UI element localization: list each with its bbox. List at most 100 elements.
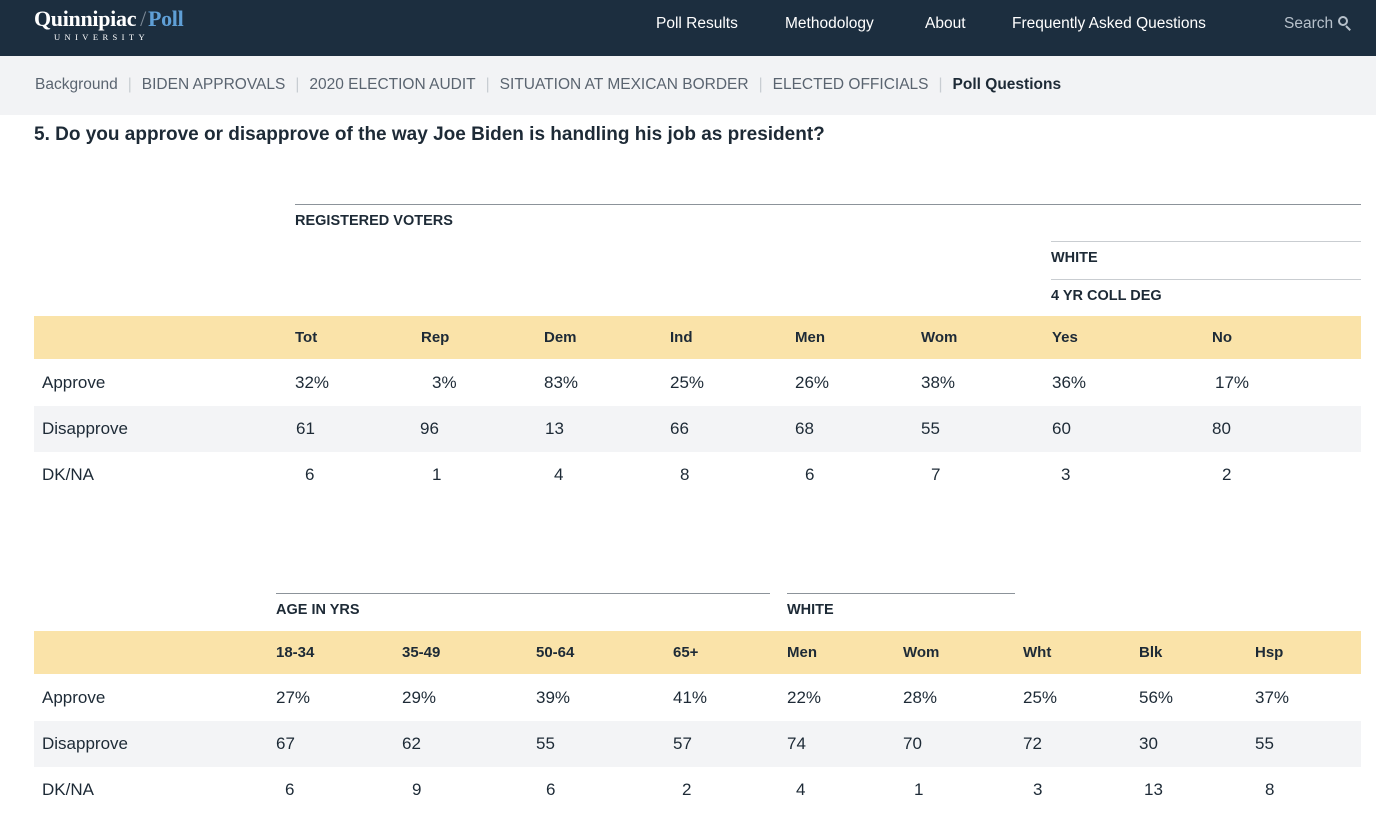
search-button[interactable]: Search — [1284, 15, 1352, 33]
nav-about[interactable]: About — [925, 15, 966, 32]
group-rule — [276, 593, 770, 594]
table-row: Approve 27% 29% 39% 41% 22% 28% 25% 56% … — [34, 675, 1361, 721]
section-navigation: Background | BIDEN APPROVALS | 2020 ELEC… — [35, 76, 1061, 94]
logo-main-text: Quinnipiac — [34, 6, 137, 31]
cell-value: 80 — [1212, 419, 1231, 438]
group-registered-voters: REGISTERED VOTERS — [295, 213, 453, 229]
cell-value: 6 — [805, 465, 815, 484]
question-title: 5. Do you approve or disapprove of the w… — [34, 124, 825, 145]
cell-value: 72 — [1023, 734, 1042, 753]
logo-university-text: UNIVERSITY — [54, 32, 149, 42]
logo-wordmark: Quinnipiac/Poll — [34, 6, 184, 32]
col-header-65plus: 65+ — [673, 644, 699, 661]
col-header-blk: Blk — [1139, 644, 1163, 661]
row-label: DK/NA — [42, 780, 94, 799]
table-row: DK/NA 6 9 6 2 4 1 3 13 8 — [34, 767, 1361, 813]
quinnipiac-poll-logo[interactable]: Quinnipiac/Poll UNIVERSITY — [34, 6, 184, 42]
cell-value: 56% — [1139, 688, 1174, 707]
col-header-men: Men — [795, 329, 825, 346]
col-header-men: Men — [787, 644, 817, 661]
cell-value: 3 — [1033, 780, 1043, 799]
section-elected-officials[interactable]: ELECTED OFFICIALS — [772, 76, 929, 93]
cell-value: 22% — [787, 688, 822, 707]
cell-value: 2 — [682, 780, 692, 799]
group-age-in-yrs: AGE IN YRS — [276, 602, 360, 618]
cell-value: 83% — [544, 373, 579, 392]
separator: | — [295, 76, 300, 93]
cell-value: 55 — [1255, 734, 1274, 753]
col-header-yes: Yes — [1052, 329, 1078, 346]
col-header-rep: Rep — [421, 329, 450, 346]
cell-value: 3% — [432, 373, 457, 392]
section-2020-election-audit[interactable]: 2020 ELECTION AUDIT — [309, 76, 476, 93]
search-icon — [1338, 16, 1352, 31]
table1-header-row: Tot Rep Dem Ind Men Wom Yes No — [34, 316, 1361, 359]
cell-value: 36% — [1052, 373, 1087, 392]
cell-value: 62 — [402, 734, 421, 753]
cell-value: 67 — [276, 734, 295, 753]
nav-poll-results[interactable]: Poll Results — [656, 15, 738, 32]
logo-slash: / — [140, 6, 146, 31]
cell-value: 38% — [921, 373, 956, 392]
search-label: Search — [1284, 15, 1334, 32]
table2-header-row: 18-34 35-49 50-64 65+ Men Wom Wht Blk Hs… — [34, 631, 1361, 674]
row-label: Approve — [42, 373, 106, 392]
col-header-dem: Dem — [544, 329, 577, 346]
col-header-50-64: 50-64 — [536, 644, 575, 661]
col-header-tot: Tot — [295, 329, 318, 346]
cell-value: 41% — [673, 688, 708, 707]
cell-value: 17% — [1215, 373, 1250, 392]
table-row: Disapprove 67 62 55 57 74 70 72 30 55 — [34, 721, 1361, 767]
cell-value: 27% — [276, 688, 311, 707]
col-header-18-34: 18-34 — [276, 644, 315, 661]
table-row: Approve 32% 3% 83% 25% 26% 38% 36% 17% — [34, 360, 1361, 406]
cell-value: 74 — [787, 734, 806, 753]
row-label: Approve — [42, 688, 106, 707]
cell-value: 25% — [670, 373, 705, 392]
cell-value: 96 — [420, 419, 439, 438]
cell-value: 1 — [914, 780, 924, 799]
group-rule — [1051, 241, 1361, 242]
cell-value: 8 — [1265, 780, 1275, 799]
row-label: DK/NA — [42, 465, 94, 484]
group-rule — [295, 204, 1361, 205]
cell-value: 30 — [1139, 734, 1158, 753]
col-header-35-49: 35-49 — [402, 644, 441, 661]
table-row: DK/NA 6 1 4 8 6 7 3 2 — [34, 452, 1361, 498]
group-white: WHITE — [787, 602, 834, 618]
cell-value: 70 — [903, 734, 922, 753]
nav-methodology[interactable]: Methodology — [785, 15, 874, 32]
top-navigation-bar: Quinnipiac/Poll UNIVERSITY Poll Results … — [0, 0, 1376, 56]
cell-value: 66 — [670, 419, 689, 438]
cell-value: 9 — [412, 780, 422, 799]
cell-value: 7 — [931, 465, 941, 484]
cell-value: 55 — [921, 419, 940, 438]
cell-value: 57 — [673, 734, 692, 753]
cell-value: 60 — [1052, 419, 1071, 438]
cell-value: 68 — [795, 419, 814, 438]
cell-value: 39% — [536, 688, 571, 707]
section-mexican-border[interactable]: SITUATION AT MEXICAN BORDER — [499, 76, 749, 93]
cell-value: 26% — [795, 373, 830, 392]
cell-value: 37% — [1255, 688, 1290, 707]
row-label: Disapprove — [42, 734, 128, 753]
col-header-no: No — [1212, 329, 1232, 346]
cell-value: 13 — [545, 419, 564, 438]
logo-poll-text: Poll — [147, 6, 184, 31]
nav-faq[interactable]: Frequently Asked Questions — [1012, 15, 1206, 32]
row-label: Disapprove — [42, 419, 128, 438]
cell-value: 6 — [305, 465, 315, 484]
cell-value: 6 — [285, 780, 295, 799]
col-header-wom: Wom — [921, 329, 958, 346]
separator: | — [485, 76, 490, 93]
section-biden-approvals[interactable]: BIDEN APPROVALS — [141, 76, 286, 93]
cell-value: 28% — [903, 688, 938, 707]
group-white: WHITE — [1051, 250, 1098, 266]
col-header-hsp: Hsp — [1255, 644, 1284, 661]
cell-value: 4 — [796, 780, 806, 799]
col-header-wom: Wom — [903, 644, 940, 661]
section-poll-questions[interactable]: Poll Questions — [952, 76, 1062, 93]
cell-value: 29% — [402, 688, 437, 707]
cell-value: 4 — [554, 465, 564, 484]
section-background[interactable]: Background — [35, 76, 118, 93]
